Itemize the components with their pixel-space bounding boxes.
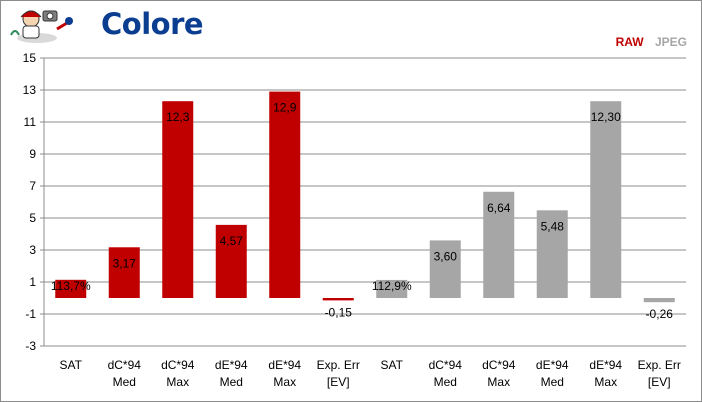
y-tick-label: 9 [29,147,36,161]
x-tick-label: dC*94 [482,358,516,372]
x-tick-label: Max [273,375,296,389]
data-label: 112,9% [372,279,412,293]
x-tick-label: SAT [381,358,404,372]
x-tick-label: SAT [60,358,83,372]
data-label: 12,9 [273,101,297,115]
legend-raw: RAW [615,35,644,49]
bar [55,279,87,298]
x-tick-label: Med [220,375,243,389]
y-tick-label: 13 [23,83,37,97]
x-tick-label: Max [166,375,189,389]
data-label: 3,60 [434,249,458,263]
x-tick-label: [EV] [327,375,350,389]
bar [322,298,354,301]
x-tick-label: Med [541,375,564,389]
legend: RAW JPEG [608,35,687,49]
x-tick-label: dC*94 [161,358,195,372]
bar [590,101,622,298]
x-tick-label: dE*94 [268,358,301,372]
x-tick-label: Max [594,375,617,389]
x-tick-label: Med [113,375,136,389]
legend-jpeg: JPEG [654,35,687,49]
cartoon-logo-icon [10,10,73,43]
x-tick-label: dE*94 [536,358,569,372]
data-label: 12,30 [591,110,621,124]
x-tick-label: Exp. Err [638,358,681,372]
bar [215,224,247,298]
data-label: 3,17 [113,256,137,270]
data-label: 12,3 [166,110,190,124]
x-tick-label: dE*94 [215,358,248,372]
bar [162,101,194,298]
bar [429,240,461,298]
x-tick-label: Exp. Err [317,358,360,372]
data-label: 6,64 [487,201,511,215]
x-tick-label: dC*94 [108,358,142,372]
y-tick-label: 3 [29,243,36,257]
y-tick-label: 11 [24,115,37,129]
x-tick-label: dC*94 [429,358,463,372]
x-tick-label: [EV] [648,375,671,389]
data-label: 4,57 [220,234,244,248]
bar [483,191,515,298]
y-tick-label: 1 [29,275,36,289]
y-tick-label: -1 [25,307,36,321]
bar [108,247,140,298]
y-tick-label: 15 [23,51,37,65]
y-tick-label: 5 [29,211,36,225]
y-tick-label: -3 [25,339,36,353]
x-tick-label: Med [434,375,457,389]
bar [643,298,675,303]
bar [269,91,301,298]
x-tick-label: dE*94 [589,358,622,372]
data-label: -0,15 [325,305,353,319]
data-label: 113,7% [51,279,91,293]
bar [376,279,408,298]
data-label: -0,26 [646,307,674,321]
x-tick-label: Max [487,375,510,389]
y-tick-label: 7 [29,179,36,193]
data-label: 5,48 [541,219,565,233]
bar [536,210,568,298]
chart-title: Colore [101,7,204,41]
